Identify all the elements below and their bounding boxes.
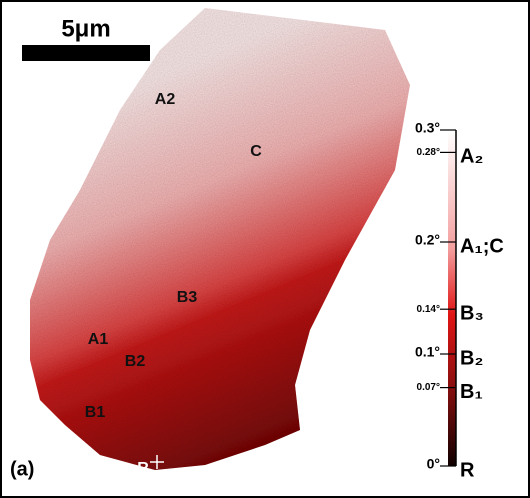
panel-label: (a) <box>10 458 34 480</box>
colorbar-marker: B₂ <box>460 347 483 369</box>
point-label: B3 <box>177 289 198 306</box>
colorbar-tick-label: 0.28° <box>417 147 440 158</box>
point-label: A2 <box>155 91 176 108</box>
colorbar <box>448 130 456 466</box>
point-label: B2 <box>125 353 146 370</box>
scale-bar <box>22 45 150 61</box>
point-label: R <box>137 460 149 477</box>
colorbar-marker: R <box>460 459 475 481</box>
scale-bar-label: 5μm <box>61 15 110 42</box>
grain <box>30 8 410 470</box>
point-label: C <box>250 143 262 160</box>
colorbar-tick-label: 0.2° <box>415 232 440 248</box>
colorbar-marker: A₂ <box>460 146 483 168</box>
colorbar-tick-label: 0.1° <box>415 344 440 360</box>
colorbar-marker: A₁;C <box>460 235 504 257</box>
colorbar-tick-label: 0° <box>427 456 440 472</box>
colorbar-tick-label: 0.3° <box>415 120 440 136</box>
colorbar-marker: B₃ <box>460 302 484 324</box>
point-label: A1 <box>88 331 109 348</box>
colorbar-tick-label: 0.14° <box>417 304 440 315</box>
point-label: B1 <box>85 404 106 421</box>
colorbar-tick-label: 0.07° <box>417 382 440 393</box>
colorbar-marker: B₁ <box>460 381 483 403</box>
